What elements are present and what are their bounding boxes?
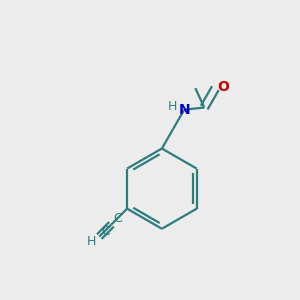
Text: C: C [101,225,110,238]
Text: N: N [178,103,190,117]
Text: C: C [114,212,122,226]
Text: O: O [217,80,229,94]
Text: H: H [86,236,96,248]
Text: H: H [168,100,178,113]
